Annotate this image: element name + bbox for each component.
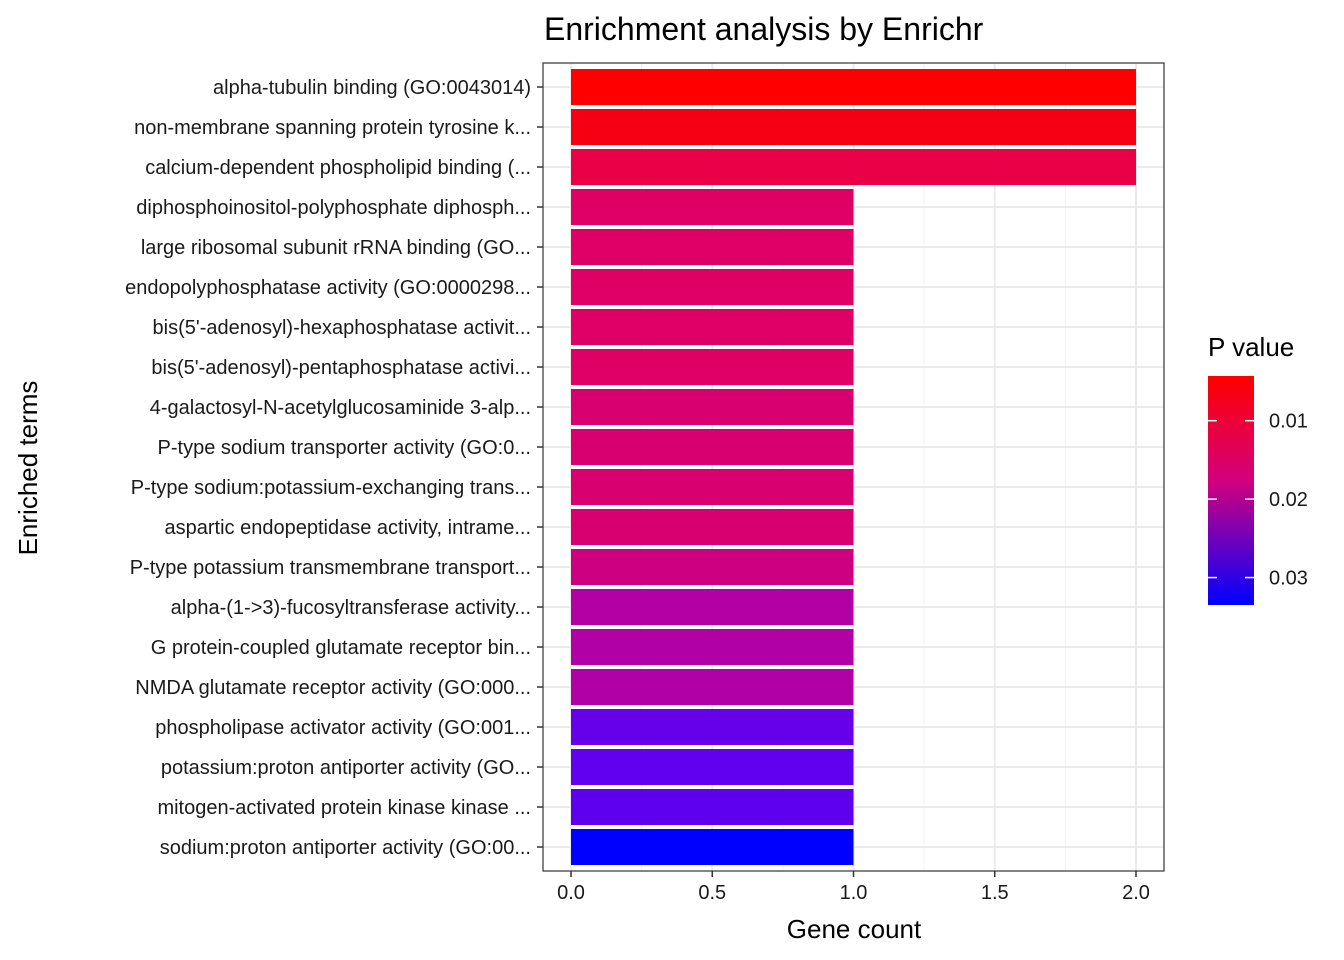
bar xyxy=(571,709,854,745)
y-tick-label: 4-galactosyl-N-acetylglucosaminide 3-alp… xyxy=(150,397,531,419)
x-tick-label: 0.0 xyxy=(557,882,585,904)
plot-area: alpha-tubulin binding (GO:0043014) non-me… xyxy=(125,62,1165,904)
bar xyxy=(571,69,1136,105)
chart-title: Enrichment analysis by Enrichr xyxy=(544,11,984,47)
y-tick-label: endopolyphosphatase activity (GO:0000298… xyxy=(125,277,531,299)
bar xyxy=(571,749,854,785)
y-tick-label: alpha-(1->3)-fucosyltransferase activity… xyxy=(171,597,531,619)
y-tick-label: bis(5'-adenosyl)-pentaphosphatase activi… xyxy=(151,357,531,379)
x-tick-label: 2.0 xyxy=(1122,882,1150,904)
bar xyxy=(571,109,1136,145)
legend: P value 0.01 0.02 0.03 xyxy=(1208,332,1308,605)
bar xyxy=(571,509,854,545)
y-axis-title: Enriched terms xyxy=(13,381,43,556)
bar xyxy=(571,269,854,305)
x-tick-label: 1.5 xyxy=(981,882,1009,904)
y-tick-label: P-type sodium transporter activity (GO:0… xyxy=(158,437,531,459)
bar xyxy=(571,389,854,425)
bar xyxy=(571,629,854,665)
bar xyxy=(571,429,854,465)
legend-colorbar xyxy=(1208,376,1254,605)
legend-label: 0.01 xyxy=(1269,411,1308,433)
legend-title: P value xyxy=(1208,332,1294,362)
bar xyxy=(571,829,854,865)
x-tick-label: 0.5 xyxy=(698,882,726,904)
bar xyxy=(571,309,854,345)
bar xyxy=(571,229,854,265)
legend-label: 0.03 xyxy=(1269,568,1308,590)
y-tick-label: NMDA glutamate receptor activity (GO:000… xyxy=(135,677,531,699)
x-axis-title: Gene count xyxy=(787,914,922,944)
y-tick-label: aspartic endopeptidase activity, intrame… xyxy=(165,517,531,539)
x-tick-label: 1.0 xyxy=(840,882,868,904)
bar xyxy=(571,589,854,625)
y-tick-label: potassium:proton antiporter activity (GO… xyxy=(161,757,531,779)
bar xyxy=(571,189,854,225)
bar xyxy=(571,349,854,385)
y-tick-label: G protein-coupled glutamate receptor bin… xyxy=(151,637,531,659)
legend-label: 0.02 xyxy=(1269,489,1308,511)
y-tick-label: P-type sodium:potassium-exchanging trans… xyxy=(131,477,531,499)
y-tick-label: non-membrane spanning protein tyrosine k… xyxy=(134,117,531,139)
y-tick-label: diphosphoinositol-polyphosphate diphosph… xyxy=(136,197,531,219)
y-tick-label: calcium-dependent phospholipid binding (… xyxy=(145,157,531,179)
y-tick-label: large ribosomal subunit rRNA binding (GO… xyxy=(141,237,531,259)
bar xyxy=(571,789,854,825)
bar xyxy=(571,669,854,705)
y-tick-label: bis(5'-adenosyl)-hexaphosphatase activit… xyxy=(153,317,531,339)
bar xyxy=(571,549,854,585)
y-tick-label: P-type potassium transmembrane transport… xyxy=(130,557,531,579)
y-tick-label: sodium:proton antiporter activity (GO:00… xyxy=(160,837,531,859)
bar xyxy=(571,469,854,505)
y-tick-label: phospholipase activator activity (GO:001… xyxy=(155,717,531,739)
y-tick-label: mitogen-activated protein kinase kinase … xyxy=(157,797,531,819)
y-tick-label: alpha-tubulin binding (GO:0043014) xyxy=(213,77,531,99)
bar xyxy=(571,149,1136,185)
